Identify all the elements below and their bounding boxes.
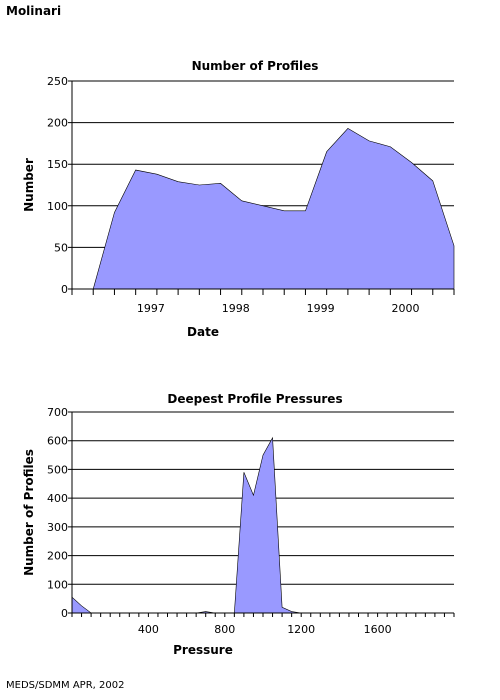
- y-tick-label: 0: [61, 607, 68, 620]
- data-point: [241, 200, 242, 201]
- data-point: [220, 183, 221, 184]
- y-axis-label: Number: [22, 158, 36, 212]
- x-tick-label: 400: [138, 623, 159, 636]
- data-point: [390, 146, 391, 147]
- x-axis-label: Date: [187, 325, 219, 339]
- area-series: [92, 128, 455, 290]
- x-tick-label: 800: [214, 623, 235, 636]
- data-point: [432, 180, 433, 181]
- data-point: [272, 437, 273, 438]
- x-tick-label: 1200: [287, 623, 315, 636]
- data-point: [156, 174, 157, 175]
- y-axis-label: Number of Profiles: [22, 449, 36, 576]
- data-point: [81, 605, 82, 606]
- y-tick-label: 100: [47, 578, 68, 591]
- deepest-pressure-chart: 0 100 200 300 400 500 600 700 400 800 1200 1600 Deep…: [22, 392, 455, 657]
- data-point: [291, 611, 292, 612]
- y-tick-label: 250: [47, 75, 68, 88]
- data-point: [135, 170, 136, 171]
- footer-credit: MEDS/SDMM APR, 2002: [6, 680, 125, 691]
- x-tick-label: 1998: [222, 302, 250, 315]
- data-point: [305, 210, 306, 211]
- x-tick-label: 1997: [137, 302, 165, 315]
- y-tick-label: 200: [47, 117, 68, 130]
- y-tick-label: 300: [47, 521, 68, 534]
- data-point: [114, 212, 115, 213]
- y-tick-label: 600: [47, 435, 68, 448]
- data-point: [263, 205, 264, 206]
- data-point: [263, 455, 264, 456]
- data-point: [326, 151, 327, 152]
- area-series: [71, 436, 454, 614]
- data-point: [369, 140, 370, 141]
- profiles-count-chart: 0 50 100 150 200 250 1997 1998 1999 2000 Number of…: [22, 59, 455, 339]
- data-point: [411, 162, 412, 163]
- y-tick-label: 100: [47, 200, 68, 213]
- data-point: [253, 495, 254, 496]
- y-tick-label: 150: [47, 158, 68, 171]
- y-tick-label: 0: [61, 283, 68, 296]
- y-tick-label: 700: [47, 406, 68, 419]
- data-point: [205, 611, 206, 612]
- x-tick-label: 2000: [392, 302, 420, 315]
- data-point: [347, 128, 348, 129]
- chart-title: Number of Profiles: [192, 59, 319, 73]
- data-point: [178, 181, 179, 182]
- data-point: [282, 607, 283, 608]
- page-title: Molinari: [6, 4, 62, 18]
- x-tick-label: 1999: [307, 302, 335, 315]
- y-tick-label: 400: [47, 492, 68, 505]
- y-tick-label: 500: [47, 463, 68, 476]
- y-tick-label: 200: [47, 550, 68, 563]
- data-point: [199, 185, 200, 186]
- x-tick-label: 1600: [364, 623, 392, 636]
- data-point: [454, 245, 455, 246]
- x-axis-label: Pressure: [173, 643, 233, 657]
- chart-title: Deepest Profile Pressures: [167, 392, 342, 406]
- y-tick-label: 50: [54, 241, 68, 254]
- data-point: [284, 210, 285, 211]
- data-point: [243, 472, 244, 473]
